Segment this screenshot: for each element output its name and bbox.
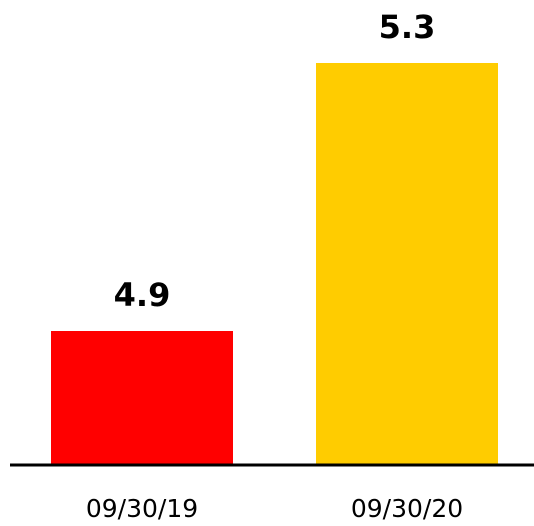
value-label: 4.9 [114, 276, 171, 314]
bar [316, 63, 498, 465]
x-tick-label: 09/30/20 [351, 494, 463, 523]
value-label: 5.3 [379, 8, 436, 46]
bar [51, 331, 233, 465]
x-tick-label: 09/30/19 [86, 494, 198, 523]
